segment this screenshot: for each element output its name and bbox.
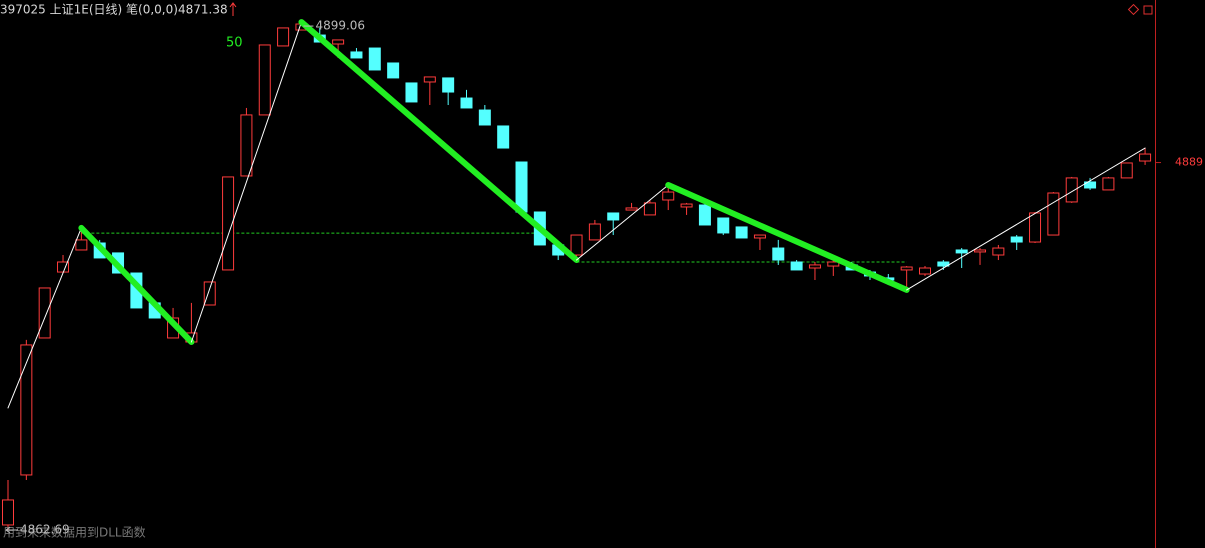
low-arrow	[5, 526, 18, 534]
candle-body	[1084, 181, 1097, 189]
y-tick-label: 4889	[1175, 156, 1203, 169]
stroke-segment	[298, 19, 580, 264]
toolbar-icon[interactable]	[1127, 3, 1140, 16]
candle-body	[1139, 153, 1152, 162]
candle-body	[698, 204, 711, 226]
stroke-segment	[665, 182, 910, 293]
candle-body	[919, 267, 931, 275]
stroke-segment	[190, 21, 302, 343]
stroke-segment	[906, 147, 1146, 291]
candle-body	[808, 264, 821, 269]
candle-body	[1102, 177, 1115, 191]
candle-body	[735, 226, 748, 239]
candle-body	[20, 344, 33, 476]
candle-body	[588, 223, 601, 241]
toolbar-icon[interactable]	[1143, 5, 1153, 15]
candle-body	[1047, 192, 1060, 236]
candle-body	[515, 161, 528, 213]
candle-body	[900, 266, 913, 271]
candle-body	[790, 261, 803, 271]
high-label: 4899.06	[315, 19, 365, 33]
low-label: 4862.69	[20, 522, 70, 536]
annotation: 50	[226, 36, 243, 51]
candle-body	[478, 109, 491, 126]
candle-body	[625, 207, 638, 211]
candle-body	[38, 287, 51, 339]
chart-title: 397025 上证1E(日线) 笔(0,0,0)	[0, 2, 178, 17]
candle-body	[1029, 212, 1042, 243]
candle-body	[258, 44, 271, 116]
candle-body	[423, 76, 436, 83]
candle-body	[717, 217, 730, 234]
stroke-segment	[576, 184, 669, 261]
candle-body	[332, 39, 345, 45]
candle-body	[368, 47, 381, 71]
candle-body	[937, 261, 950, 267]
candle-body	[387, 62, 400, 79]
candle-body	[607, 212, 620, 221]
candle-body	[442, 77, 455, 93]
candle-body	[240, 114, 253, 177]
candle-body	[827, 261, 840, 267]
candle-body	[1065, 177, 1078, 203]
candle-body	[75, 239, 88, 251]
candle-body	[643, 202, 656, 216]
up-arrow	[229, 2, 237, 8]
candle-body	[222, 176, 235, 271]
candle-body	[955, 249, 968, 254]
footer-note: 用到未来数据用到DLL函数	[3, 525, 146, 540]
candle-body	[350, 51, 363, 59]
candle-body	[460, 97, 473, 109]
candle-body	[1120, 162, 1133, 179]
candle-body	[277, 27, 290, 47]
candle-body	[2, 499, 14, 526]
stroke-segment	[7, 227, 82, 409]
candle-body	[203, 281, 216, 306]
candle-body	[680, 203, 693, 208]
strokes	[7, 19, 1146, 409]
candle-body	[662, 191, 675, 201]
candle-body	[772, 247, 785, 261]
candle-body	[497, 125, 510, 149]
candle-body	[1010, 236, 1023, 243]
title-value: 4871.38	[178, 3, 228, 17]
candle-body	[753, 234, 766, 239]
candle-body	[405, 82, 418, 103]
candle-body	[992, 247, 1005, 256]
candle-body	[570, 234, 583, 256]
candle-body	[974, 249, 987, 253]
stroke-segment	[78, 224, 195, 346]
